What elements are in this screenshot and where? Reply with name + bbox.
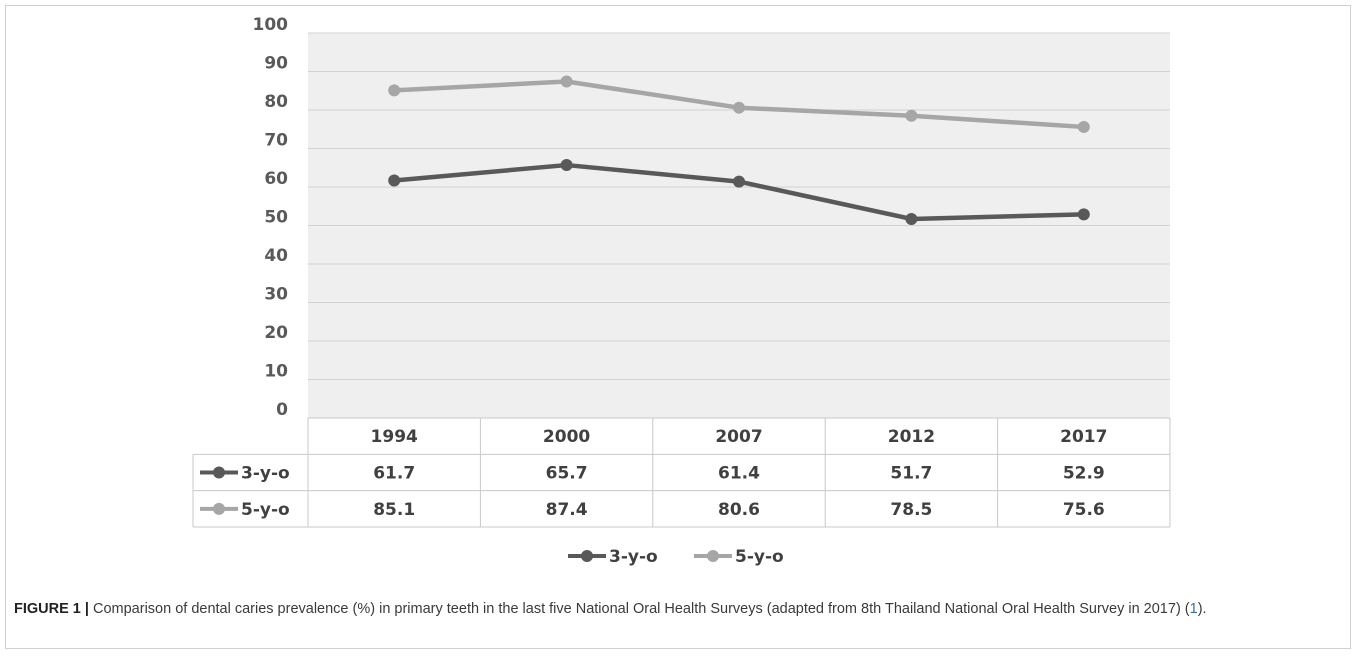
data-table: 1994 2000 2007 2012 2017 3-y-o 61.7 65.7 61.4 51.…	[192, 417, 1171, 528]
y-tick-label: 70	[264, 131, 288, 151]
table-legend-key-marker	[213, 502, 225, 515]
table-value-cell: 61.7	[373, 464, 415, 484]
table-value-cell: 78.5	[890, 500, 932, 520]
legend-key-marker	[707, 550, 719, 562]
data-point	[560, 75, 573, 88]
figure-caption: FIGURE 1 | Comparison of dental caries p…	[14, 599, 1334, 619]
table-value-cell: 52.9	[1063, 464, 1105, 484]
table-header-cell: 2007	[715, 427, 762, 447]
legend-key-marker	[581, 550, 593, 562]
table-row-label: 5-y-o	[241, 500, 290, 520]
table-header-cell: 2000	[543, 427, 590, 447]
data-point	[560, 159, 573, 172]
y-tick-label: 60	[264, 169, 288, 189]
table-row-label: 3-y-o	[241, 464, 290, 484]
data-point	[388, 174, 401, 187]
table-value-cell: 65.7	[546, 464, 588, 484]
y-tick-label: 80	[264, 92, 288, 112]
table-value-cell: 80.6	[718, 500, 760, 520]
table-value-cell: 87.4	[546, 500, 588, 520]
data-point	[733, 175, 745, 188]
table-header-cell: 2012	[888, 427, 935, 447]
citation-link[interactable]: 1	[1189, 601, 1198, 617]
y-tick-label: 30	[264, 285, 288, 305]
caption-end: ).	[1197, 601, 1207, 617]
data-point	[1077, 120, 1090, 133]
data-point	[905, 109, 918, 122]
data-point	[733, 101, 745, 114]
table-value-cell: 61.4	[718, 464, 760, 484]
y-axis-ticks: 0 10 20 30 40 50 60 70 80 90 100	[253, 15, 289, 420]
table-header-cell: 2017	[1060, 427, 1107, 447]
table-value-cell: 85.1	[373, 500, 415, 520]
table-legend-key-marker	[213, 466, 225, 479]
series-lines	[388, 75, 1090, 225]
table-value-cell: 75.6	[1063, 500, 1105, 520]
y-tick-label: 100	[253, 15, 289, 35]
legend-entry-label: 3-y-o	[609, 547, 658, 567]
y-tick-label: 20	[264, 323, 288, 343]
y-tick-label: 90	[264, 54, 288, 74]
table-header-cell: 1994	[371, 427, 418, 447]
legend-entry-label: 5-y-o	[735, 547, 784, 567]
data-point	[388, 84, 401, 97]
y-tick-label: 50	[264, 208, 288, 228]
y-tick-label: 40	[264, 246, 288, 266]
figure-label: FIGURE 1 |	[14, 601, 89, 617]
y-tick-label: 0	[276, 400, 288, 420]
data-point	[905, 212, 918, 225]
caption-text: Comparison of dental caries prevalence (…	[88, 601, 1190, 617]
y-tick-label: 10	[264, 362, 288, 382]
legend: 3-y-o 5-y-o	[568, 547, 784, 567]
table-value-cell: 51.7	[890, 464, 932, 484]
data-point	[1077, 208, 1090, 221]
